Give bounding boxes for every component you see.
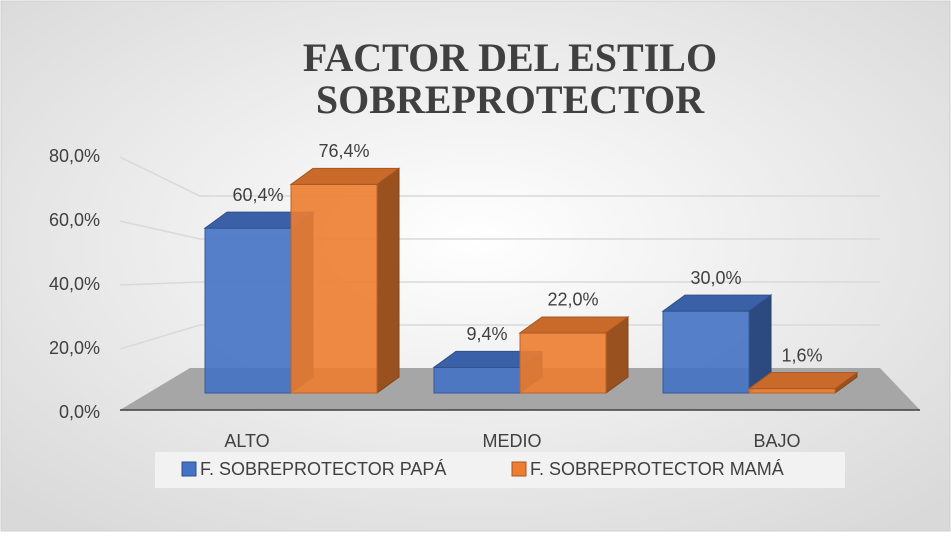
bar	[661, 294, 773, 394]
bar-front	[290, 183, 378, 394]
chart-title: SOBREPROTECTOR	[316, 77, 705, 122]
bar-top	[518, 316, 630, 334]
bar-front	[204, 227, 292, 394]
bar-front	[748, 388, 836, 394]
x-tick-label: ALTO	[224, 431, 269, 451]
bar-top	[661, 294, 773, 312]
y-tick-label: 60,0%	[49, 210, 100, 230]
x-tick-label: BAJO	[753, 431, 800, 451]
legend-swatch	[181, 461, 197, 477]
legend-swatch	[511, 461, 527, 477]
y-tick-label: 40,0%	[49, 274, 100, 294]
y-tick-label: 20,0%	[49, 338, 100, 358]
data-label: 30,0%	[690, 268, 741, 288]
bar-front	[433, 366, 521, 394]
grid-line	[119, 324, 880, 350]
grid-line	[119, 281, 880, 286]
bar-top	[289, 167, 401, 185]
legend-label: F. SOBREPROTECTOR PAPÁ	[200, 459, 446, 479]
chart-title: FACTOR DEL ESTILO	[303, 35, 717, 80]
data-label: 1,6%	[781, 345, 822, 365]
x-tick-label: MEDIO	[482, 431, 541, 451]
bar	[518, 315, 630, 394]
data-label: 22,0%	[547, 290, 598, 310]
y-tick-label: 80,0%	[49, 146, 100, 166]
bar-side	[376, 167, 400, 394]
grid-line	[119, 220, 880, 240]
bar-front	[662, 310, 750, 394]
bar-top	[747, 372, 859, 390]
legend-box	[155, 452, 845, 488]
bar-front	[519, 332, 607, 394]
grid-line	[119, 156, 880, 197]
data-label: 60,4%	[232, 185, 283, 205]
data-label: 76,4%	[318, 141, 369, 161]
legend-label: F. SOBREPROTECTOR MAMÁ	[530, 459, 784, 479]
data-label: 9,4%	[466, 324, 507, 344]
bar	[747, 371, 859, 394]
bar	[289, 167, 401, 394]
y-tick-label: 0,0%	[59, 402, 100, 422]
